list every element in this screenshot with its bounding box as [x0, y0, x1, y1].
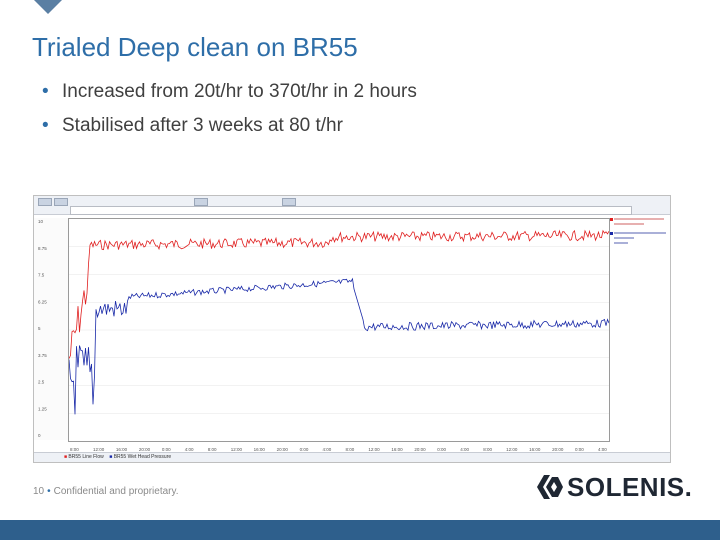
solenis-logo-icon	[537, 475, 563, 499]
x-tick-label: 12:00	[93, 447, 105, 452]
bullet-text: Stabilised after 3 weeks at 80 t/hr	[62, 115, 343, 136]
legend-swatches	[610, 218, 666, 244]
x-tick-label: 12:00	[506, 447, 518, 452]
x-tick-label: 8:00	[70, 447, 79, 452]
y-tick-label: 10	[38, 219, 44, 224]
trend-plot-area	[68, 218, 610, 442]
bullet-text: Increased from 20t/hr to 370t/hr in 2 ho…	[62, 81, 417, 102]
x-axis-panel: 8:00 12:00 16:00 20:00 0:00 4:00 8:00 12:00 16:0…	[68, 441, 608, 452]
toolbar-button	[194, 198, 208, 206]
slide-title: Trialed Deep clean on BR55	[32, 32, 358, 62]
corner-chevron-icon	[34, 0, 62, 14]
bullet-list: • Increased from 20t/hr to 370t/hr in 2 h…	[42, 80, 417, 148]
legend-blue-marker-icon: ■	[109, 454, 113, 460]
x-tick-label: 16:00	[254, 447, 266, 452]
x-tick-label: 20:00	[277, 447, 289, 452]
y-axis-ticks: 10 8.75 7.5 6.25 5 3.75 2.5 1.25 0	[38, 219, 47, 438]
trend-screenshot: 10 8.75 7.5 6.25 5 3.75 2.5 1.25 0 8:00 12:00 16:0…	[33, 195, 671, 463]
bullet-item: • Stabilised after 3 weeks at 80 t/hr	[42, 114, 417, 148]
series-line-blue	[68, 277, 610, 415]
x-tick-label: 16:00	[391, 447, 403, 452]
footer-text: Confidential and proprietary.	[53, 486, 179, 497]
legend-red-marker-icon: ■	[64, 454, 68, 460]
trend-legend-panel	[610, 216, 670, 276]
legend-label-red: BR55 Line Flow	[68, 454, 104, 460]
toolbar-button	[38, 198, 52, 206]
y-axis-panel: 10 8.75 7.5 6.25 5 3.75 2.5 1.25 0	[34, 218, 68, 440]
x-tick-label: 0:00	[162, 447, 171, 452]
logo-wordmark: SOLENIS.	[567, 472, 693, 502]
slide-footer: 10 • Confidential and proprietary.	[33, 486, 179, 497]
bullet-dot-icon: •	[42, 81, 49, 102]
x-tick-label: 12:00	[231, 447, 243, 452]
screenshot-status-bar: ■ BR55 Line Flow ■ BR55 Wet Head Pressur…	[34, 452, 670, 462]
solenis-logo: SOLENIS.	[537, 472, 692, 502]
x-tick-label: 4:00	[460, 447, 469, 452]
y-tick-label: 6.25	[38, 299, 47, 304]
x-tick-label: 8:00	[483, 447, 492, 452]
x-tick-label: 20:00	[139, 447, 151, 452]
y-tick-label: 2.5	[38, 380, 45, 385]
x-tick-label: 20:00	[414, 447, 426, 452]
bullet-dot-icon: •	[42, 115, 49, 136]
x-tick-label: 16:00	[116, 447, 128, 452]
bottom-accent-bar	[0, 520, 720, 540]
x-tick-label: 4:00	[598, 447, 607, 452]
x-tick-label: 0:00	[300, 447, 309, 452]
y-tick-label: 1.25	[38, 406, 47, 411]
toolbar-button	[54, 198, 68, 206]
legend-label-blue: BR55 Wet Head Pressure	[113, 454, 172, 460]
x-tick-label: 0:00	[437, 447, 446, 452]
series-line-red	[68, 229, 610, 359]
x-axis-ticks: 8:00 12:00 16:00 20:00 0:00 4:00 8:00 12:00 16:0…	[70, 447, 607, 452]
screenshot-address-bar	[70, 206, 632, 215]
x-tick-label: 20:00	[552, 447, 564, 452]
y-tick-label: 0	[38, 433, 41, 438]
x-tick-label: 16:00	[529, 447, 541, 452]
footer-separator: •	[47, 486, 51, 497]
x-tick-label: 12:00	[368, 447, 380, 452]
y-tick-label: 7.5	[38, 273, 45, 278]
x-tick-label: 0:00	[575, 447, 584, 452]
x-tick-label: 4:00	[323, 447, 332, 452]
x-tick-label: 4:00	[185, 447, 194, 452]
y-tick-label: 8.75	[38, 246, 47, 251]
y-tick-label: 3.75	[38, 353, 47, 358]
y-tick-label: 5	[38, 326, 41, 331]
page-number: 10	[33, 486, 45, 497]
x-tick-label: 8:00	[208, 447, 217, 452]
status-legend: ■ BR55 Line Flow ■ BR55 Wet Head Pressur…	[64, 454, 171, 460]
toolbar-button	[282, 198, 296, 206]
x-tick-label: 8:00	[345, 447, 354, 452]
trend-plot-svg	[68, 229, 610, 415]
bullet-item: • Increased from 20t/hr to 370t/hr in 2 h…	[42, 80, 417, 114]
